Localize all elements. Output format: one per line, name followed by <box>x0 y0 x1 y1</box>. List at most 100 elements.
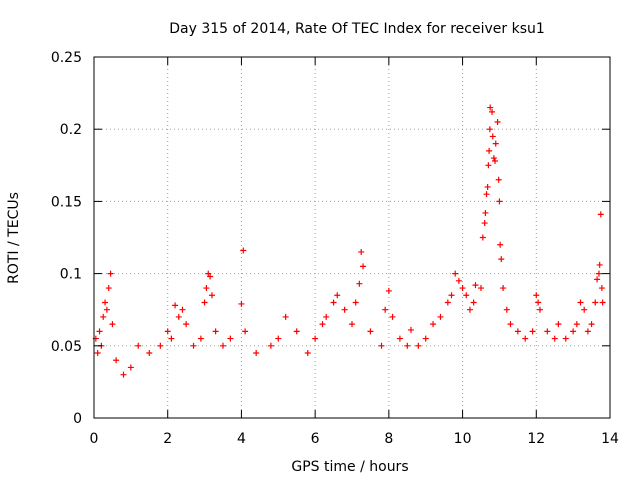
data-point <box>577 299 584 306</box>
y-tick-label: 0.05 <box>51 339 82 355</box>
data-point <box>472 282 479 289</box>
y-tick-label: 0.25 <box>51 50 82 66</box>
data-point <box>334 292 341 299</box>
data-point <box>240 247 247 254</box>
data-point <box>323 313 330 320</box>
data-point <box>407 326 414 333</box>
data-point <box>599 299 606 306</box>
x-tick-label: 12 <box>527 431 545 447</box>
data-point <box>487 104 494 111</box>
data-point <box>349 321 355 328</box>
data-point <box>498 256 505 263</box>
data-point <box>479 234 486 241</box>
data-point <box>238 300 245 307</box>
y-tick-label: 0 <box>73 411 82 427</box>
data-point <box>385 287 392 294</box>
data-point <box>113 357 120 364</box>
y-tick-label: 0.15 <box>51 194 82 210</box>
data-point <box>304 350 311 357</box>
data-point <box>242 328 249 335</box>
data-point <box>497 241 504 248</box>
data-point <box>120 371 127 378</box>
data-point <box>544 328 551 335</box>
data-point <box>592 299 599 306</box>
data-point <box>478 285 484 292</box>
data-point <box>588 321 595 328</box>
data-point <box>102 299 109 306</box>
data-point <box>562 335 569 342</box>
data-point <box>533 292 540 299</box>
data-point <box>356 280 363 287</box>
data-point <box>378 342 385 349</box>
data-point <box>514 328 521 335</box>
data-point <box>470 299 477 306</box>
data-point <box>107 270 114 277</box>
data-point <box>484 183 491 190</box>
data-point <box>455 277 462 284</box>
data-point <box>551 335 558 342</box>
x-tick-label: 8 <box>384 431 393 447</box>
data-point <box>495 176 502 183</box>
data-point <box>203 285 210 292</box>
data-point <box>489 133 496 140</box>
data-point <box>103 306 110 313</box>
data-point <box>109 321 116 328</box>
data-point <box>367 328 374 335</box>
data-point <box>466 306 473 313</box>
data-point <box>452 270 459 277</box>
x-tick-label: 0 <box>90 431 99 447</box>
data-point <box>227 335 234 342</box>
data-point <box>500 285 507 292</box>
data-point <box>496 198 503 205</box>
data-point <box>382 306 389 313</box>
data-point <box>584 328 591 335</box>
data-point <box>201 299 208 306</box>
data-point <box>489 108 496 115</box>
data-point <box>396 335 403 342</box>
data-point <box>485 162 492 169</box>
data-point <box>360 263 367 270</box>
data-point <box>596 261 603 268</box>
data-point <box>168 335 175 342</box>
data-point <box>422 335 429 342</box>
data-point <box>463 292 470 299</box>
data-point <box>570 328 577 335</box>
data-point <box>312 335 319 342</box>
x-tick-label: 14 <box>601 431 619 447</box>
data-point <box>389 313 396 320</box>
x-tick-label: 4 <box>237 431 246 447</box>
data-point <box>179 306 186 313</box>
ticks-layer: 0 2 4 6 8 10 12 14 0 0.05 0.1 0.15 0.2 0.25 <box>51 50 619 447</box>
data-point <box>212 328 219 335</box>
data-point <box>94 350 101 357</box>
grid-layer <box>94 57 610 418</box>
y-tick-label: 0.2 <box>60 122 82 138</box>
data-point <box>482 209 489 216</box>
data-point <box>358 248 365 255</box>
data-point <box>522 335 529 342</box>
data-point <box>536 306 543 313</box>
data-point <box>127 364 134 371</box>
data-point <box>404 342 411 349</box>
data-point <box>597 211 604 218</box>
data-point <box>207 273 214 280</box>
data-point <box>253 350 260 357</box>
data-point <box>448 292 455 299</box>
data-point <box>555 321 562 328</box>
data-point <box>444 299 451 306</box>
data-point <box>503 306 510 313</box>
chart-title: Day 315 of 2014, Rate Of TEC Index for r… <box>169 21 545 37</box>
data-point <box>492 157 499 164</box>
data-point <box>483 191 490 198</box>
data-point <box>208 292 215 299</box>
data-point <box>486 147 493 154</box>
data-point <box>164 328 171 335</box>
data-point <box>581 306 588 313</box>
data-point <box>105 285 112 292</box>
points-layer <box>92 104 606 378</box>
data-point <box>490 155 497 162</box>
data-point <box>275 335 282 342</box>
data-point <box>172 302 179 309</box>
data-point <box>507 321 514 328</box>
